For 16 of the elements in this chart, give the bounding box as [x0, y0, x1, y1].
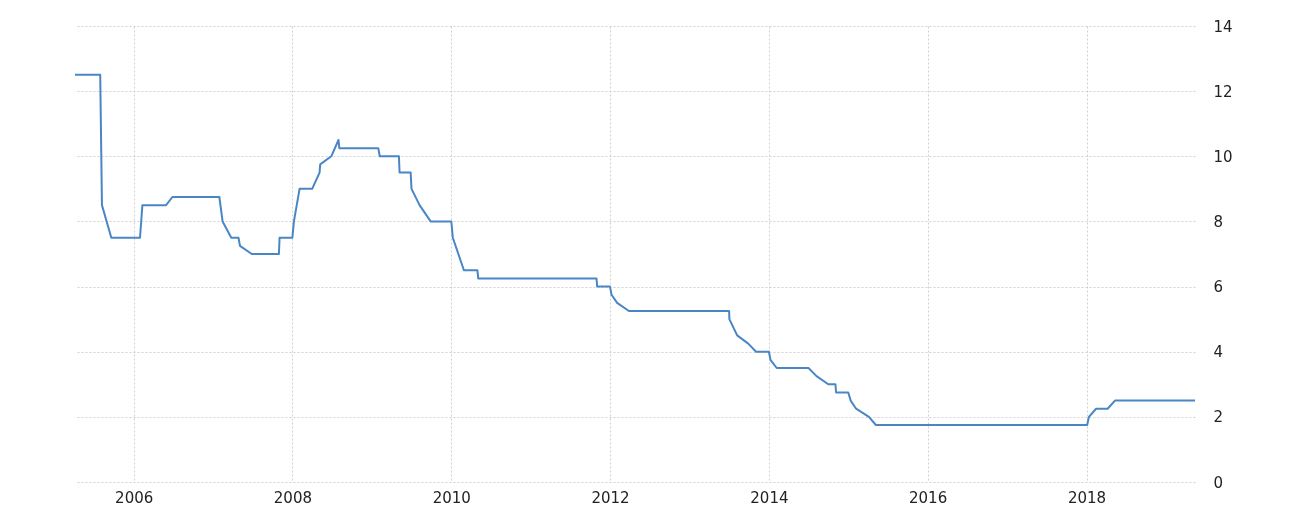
y-tick-label: 2 — [1213, 408, 1224, 427]
y-tick-label: 0 — [1213, 473, 1224, 492]
x-tick-label: 2006 — [115, 488, 154, 507]
y-tick-label: 8 — [1213, 212, 1224, 231]
x-tick-label: 2014 — [750, 488, 789, 507]
y-tick-label: 14 — [1213, 17, 1233, 36]
x-tick-label: 2016 — [909, 488, 948, 507]
x-tick-label: 2008 — [273, 488, 312, 507]
x-tick-label: 2010 — [432, 488, 471, 507]
line-series — [74, 73, 1196, 426]
y-tick-label: 6 — [1213, 278, 1224, 297]
y-tick-label: 10 — [1213, 147, 1233, 166]
y-tick-label: 12 — [1213, 82, 1233, 101]
x-tick-label: 2018 — [1067, 488, 1107, 507]
y-tick-label: 4 — [1213, 343, 1224, 362]
x-tick-label: 2012 — [591, 488, 630, 507]
